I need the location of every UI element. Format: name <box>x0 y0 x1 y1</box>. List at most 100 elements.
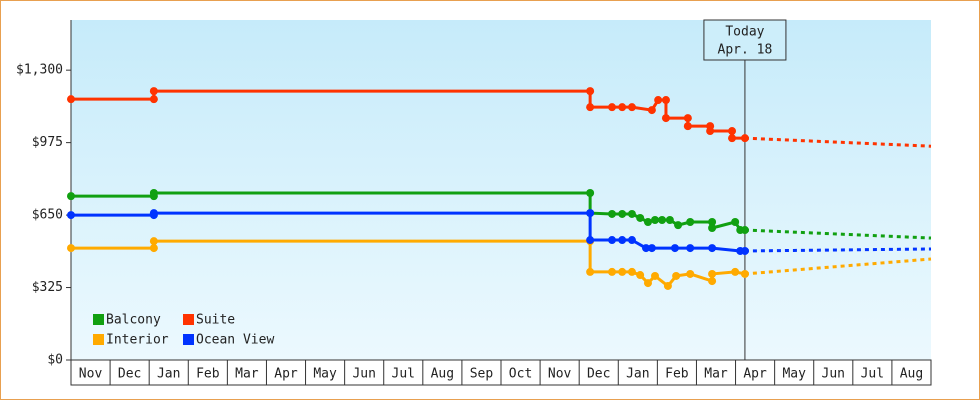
x-tick-label: Jul <box>392 367 415 382</box>
today-label: Today <box>725 25 764 40</box>
forecast-line <box>744 228 932 240</box>
x-tick-label: Feb <box>196 367 220 382</box>
point <box>149 189 158 198</box>
forecast-line <box>744 247 932 253</box>
legend-label: Suite <box>196 313 235 328</box>
x-tick-label: Jan <box>626 367 649 382</box>
point <box>683 122 692 131</box>
point <box>708 269 717 278</box>
point <box>618 236 627 245</box>
legend-swatch <box>93 314 104 325</box>
point <box>728 127 737 136</box>
point <box>661 114 670 123</box>
point <box>149 237 158 246</box>
point <box>686 244 695 253</box>
point <box>651 271 660 280</box>
point <box>670 244 679 253</box>
point <box>67 244 75 253</box>
point <box>661 96 670 105</box>
x-tick-label: Oct <box>509 367 532 382</box>
point <box>647 106 656 115</box>
x-tick-label: Nov <box>79 367 103 382</box>
legend-swatch <box>183 314 194 325</box>
point <box>149 209 158 218</box>
point <box>627 267 636 276</box>
legend-label: Ocean View <box>196 333 274 348</box>
y-tick-label: $975 <box>32 135 63 150</box>
point <box>586 267 595 276</box>
point <box>67 211 75 220</box>
point <box>708 244 717 253</box>
point <box>686 217 695 226</box>
x-tick-label: Mar <box>235 367 259 382</box>
point <box>651 215 660 224</box>
x-tick-label: Dec <box>118 367 141 382</box>
point <box>665 215 674 224</box>
legend-swatch <box>93 334 104 345</box>
y-tick-label: $325 <box>32 280 63 295</box>
point <box>731 217 740 226</box>
point <box>647 244 656 253</box>
forecast-line <box>744 136 932 148</box>
x-tick-label: Jun <box>822 367 845 382</box>
x-tick-label: May <box>782 367 806 382</box>
point <box>627 103 636 112</box>
point <box>642 244 651 253</box>
point <box>586 103 595 112</box>
point <box>67 192 75 201</box>
point <box>586 87 595 96</box>
x-tick-label: Jun <box>352 367 375 382</box>
point <box>674 221 683 230</box>
point <box>708 277 717 286</box>
point <box>627 236 636 245</box>
plot-area <box>71 20 931 360</box>
point <box>708 217 717 226</box>
point <box>663 281 672 290</box>
point <box>608 209 617 218</box>
x-tick-label: Dec <box>587 367 610 382</box>
x-tick-label: Mar <box>704 367 728 382</box>
point <box>608 236 617 245</box>
point <box>708 224 717 233</box>
legend-label: Interior <box>106 333 169 348</box>
point <box>67 95 75 104</box>
y-tick-label: $1,300 <box>16 63 63 78</box>
x-tick-label: Apr <box>743 367 767 382</box>
point <box>654 96 663 105</box>
point <box>586 236 595 245</box>
today-date: Apr. 18 <box>718 43 773 58</box>
point <box>149 87 158 96</box>
x-tick-label: May <box>313 367 337 382</box>
legend-swatch <box>183 334 194 345</box>
point <box>731 267 740 276</box>
x-tick-label: Aug <box>900 367 923 382</box>
point <box>608 103 617 112</box>
y-tick-label: $0 <box>47 353 63 368</box>
legend-label: Balcony <box>106 313 161 328</box>
x-tick-label: Aug <box>431 367 454 382</box>
y-tick-label: $650 <box>32 208 63 223</box>
point <box>683 114 692 123</box>
point <box>149 95 158 104</box>
point <box>658 215 667 224</box>
point <box>586 209 595 218</box>
point <box>636 213 645 222</box>
point <box>672 271 681 280</box>
point <box>740 269 749 278</box>
point <box>643 217 652 226</box>
point <box>586 189 595 198</box>
point <box>627 209 636 218</box>
today-box <box>703 19 787 61</box>
x-tick-label: Jul <box>861 367 884 382</box>
point <box>608 267 617 276</box>
point <box>636 271 645 280</box>
point <box>618 267 627 276</box>
point <box>149 244 158 253</box>
point <box>686 269 695 278</box>
point <box>706 127 715 136</box>
point <box>740 134 749 143</box>
point <box>618 103 627 112</box>
x-tick-label: Sep <box>470 367 494 382</box>
point <box>740 226 749 235</box>
